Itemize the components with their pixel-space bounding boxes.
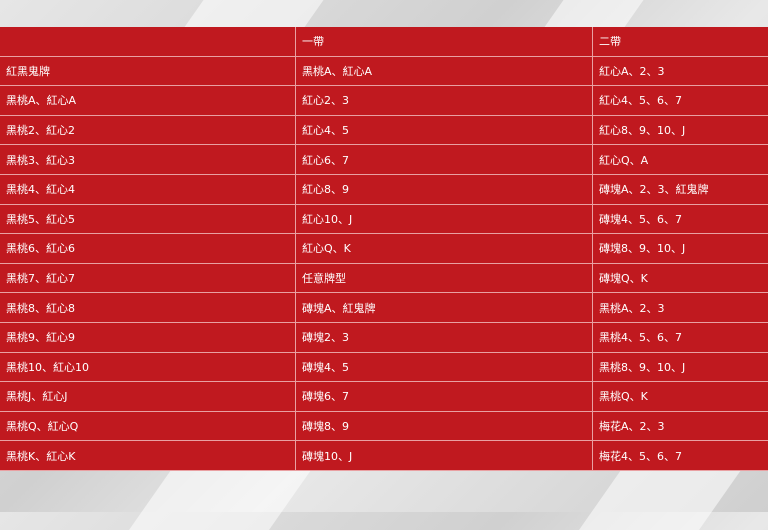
- table-cell: 黑桃5、紅心5: [0, 204, 296, 234]
- table-cell: 磚塊A、紅鬼牌: [296, 293, 593, 323]
- table-cell: 任意牌型: [296, 263, 593, 293]
- table-cell: 黑桃9、紅心9: [0, 322, 296, 352]
- table-cell: 磚塊Q、K: [593, 263, 768, 293]
- table-cell: 黑桃A、2、3: [593, 293, 768, 323]
- table-cell: 紅心Q、A: [593, 145, 768, 175]
- table-cell: 紅心8、9: [296, 174, 593, 204]
- table-cell: 磚塊4、5: [296, 352, 593, 382]
- table-cell: 磚塊10、J: [296, 441, 593, 471]
- table-cell: 紅心2、3: [296, 86, 593, 116]
- table-cell: 黑桃4、5、6、7: [593, 322, 768, 352]
- background-decoration: [542, 0, 657, 30]
- table-cell: 黑桃3、紅心3: [0, 145, 296, 175]
- table-cell: 黑桃A、紅心A: [0, 86, 296, 116]
- table-cell: 黑桃J、紅心J: [0, 382, 296, 412]
- table-cell: 紅心A、2、3: [593, 56, 768, 86]
- table-cell: 梅花A、2、3: [593, 411, 768, 441]
- table-cell: 黑桃7、紅心7: [0, 263, 296, 293]
- table-cell: 紅心Q、K: [296, 234, 593, 264]
- table-cell: 黑桃4、紅心4: [0, 174, 296, 204]
- table-cell: 黑桃8、紅心8: [0, 293, 296, 323]
- table-cell: 紅黑鬼牌: [0, 56, 296, 86]
- table-cell: 黑桃10、紅心10: [0, 352, 296, 382]
- table-cell: 黑桃8、9、10、J: [593, 352, 768, 382]
- table-cell: 磚塊A、2、3、紅鬼牌: [593, 174, 768, 204]
- table-cell: 磚塊6、7: [296, 382, 593, 412]
- table-cell: 黑桃K、紅心K: [0, 441, 296, 471]
- column-header: [0, 27, 296, 56]
- table-cell: 紅心6、7: [296, 145, 593, 175]
- table-cell: 磚塊4、5、6、7: [593, 204, 768, 234]
- table-cell: 紅心8、9、10、J: [593, 115, 768, 145]
- background-decoration: [182, 0, 337, 30]
- table-cell: 梅花4、5、6、7: [593, 441, 768, 471]
- table-cell: 紅心4、5: [296, 115, 593, 145]
- table-cell: 黑桃6、紅心6: [0, 234, 296, 264]
- table-cell: 紅心4、5、6、7: [593, 86, 768, 116]
- column-header: 一帶: [296, 27, 593, 56]
- table-cell: 磚塊8、9、10、J: [593, 234, 768, 264]
- header-row: 一帶二帶: [0, 27, 768, 56]
- table-cell: 黑桃Q、紅心Q: [0, 411, 296, 441]
- table-cell: 磚塊2、3: [296, 322, 593, 352]
- table-cell: 黑桃A、紅心A: [296, 56, 593, 86]
- table-cell: 紅心10、J: [296, 204, 593, 234]
- table-cell: 磚塊8、9: [296, 411, 593, 441]
- background-decoration: [129, 470, 311, 530]
- column-header: 二帶: [593, 27, 768, 56]
- table-cell: 黑桃2、紅心2: [0, 115, 296, 145]
- table-cell: 黑桃Q、K: [593, 382, 768, 412]
- background-decoration: [579, 470, 741, 530]
